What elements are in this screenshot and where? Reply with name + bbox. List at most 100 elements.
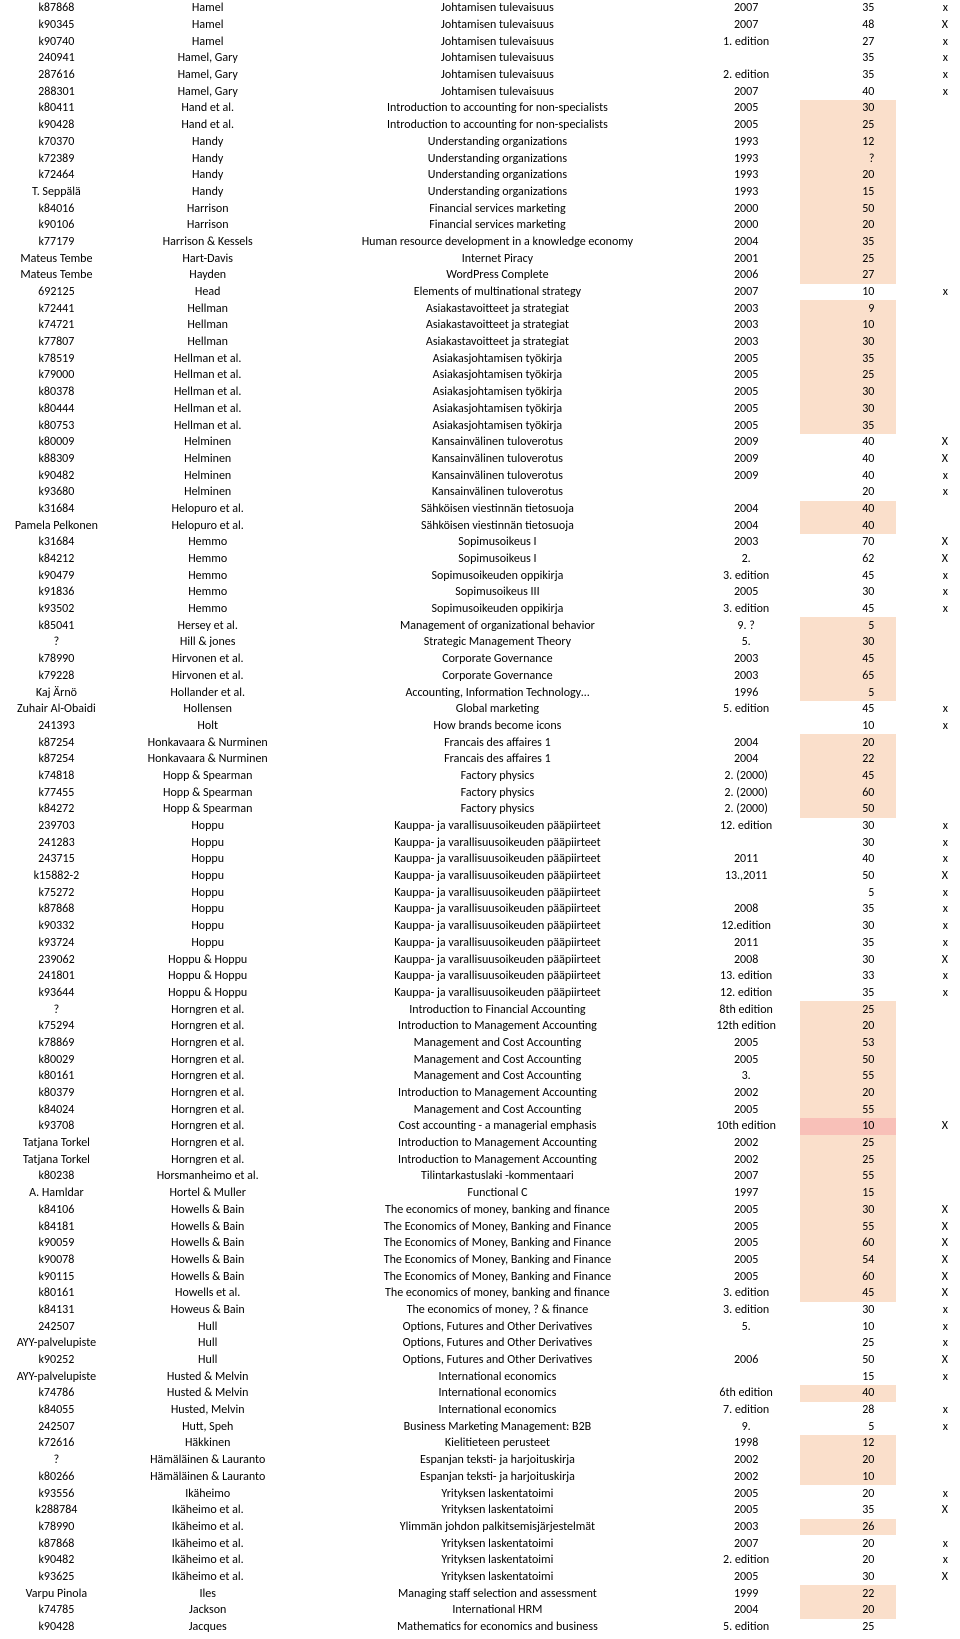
cell-author: Horngren et al.: [113, 1051, 303, 1068]
cell-mark: X: [896, 1218, 960, 1235]
cell-price: 26: [800, 1519, 896, 1536]
cell-edition: 1993: [692, 134, 800, 151]
cell-price: 20: [800, 1018, 896, 1035]
table-row: k31684HemmoSopimusoikeus I200370X: [0, 534, 960, 551]
table-row: k90252HullOptions, Futures and Other Der…: [0, 1352, 960, 1369]
cell-price: 9: [800, 300, 896, 317]
table-row: k90332HoppuKauppa- ja varallisuusoikeude…: [0, 918, 960, 935]
cell-id: k80161: [0, 1068, 113, 1085]
cell-price: 25: [800, 1619, 896, 1636]
cell-id: 243715: [0, 851, 113, 868]
cell-author: Hellman et al.: [113, 367, 303, 384]
cell-id: k87868: [0, 901, 113, 918]
cell-author: Helminen: [113, 451, 303, 468]
cell-price: 65: [800, 668, 896, 685]
cell-title: Francais des affaires 1: [303, 751, 693, 768]
cell-id: k91836: [0, 584, 113, 601]
cell-mark: [896, 651, 960, 668]
cell-mark: X: [896, 1235, 960, 1252]
cell-price: 35: [800, 350, 896, 367]
cell-title: Factory physics: [303, 768, 693, 785]
cell-author: Hemmo: [113, 534, 303, 551]
cell-id: k15882-2: [0, 868, 113, 885]
table-row: k80161Howells et al.The economics of mon…: [0, 1285, 960, 1302]
cell-price: 15: [800, 1185, 896, 1202]
cell-price: 20: [800, 217, 896, 234]
cell-mark: X: [896, 1252, 960, 1269]
cell-title: Managing staff selection and assessment: [303, 1585, 693, 1602]
cell-edition: 2005: [692, 401, 800, 418]
cell-author: Helminen: [113, 434, 303, 451]
cell-id: k77179: [0, 234, 113, 251]
cell-price: 30: [800, 951, 896, 968]
table-row: k84131Howeus & BainThe economics of mone…: [0, 1302, 960, 1319]
cell-mark: x: [896, 1302, 960, 1319]
cell-edition: 2003: [692, 651, 800, 668]
cell-price: 12: [800, 134, 896, 151]
cell-id: 692125: [0, 284, 113, 301]
table-row: k78990Hirvonen et al.Corporate Governanc…: [0, 651, 960, 668]
cell-title: Johtamisen tulevaisuus: [303, 33, 693, 50]
cell-edition: 2.: [692, 551, 800, 568]
table-row: 241801Hoppu & HoppuKauppa- ja varallisuu…: [0, 968, 960, 985]
cell-title: Introduction to Management Accounting: [303, 1018, 693, 1035]
cell-author: Ikäheimo et al.: [113, 1502, 303, 1519]
cell-title: Human resource development in a knowledg…: [303, 234, 693, 251]
cell-edition: 2002: [692, 1151, 800, 1168]
cell-title: International economics: [303, 1402, 693, 1419]
cell-id: k90345: [0, 17, 113, 34]
cell-id: Tatjana Torkel: [0, 1151, 113, 1168]
cell-edition: 2011: [692, 935, 800, 952]
cell-title: Asiakasjohtamisen työkirja: [303, 350, 693, 367]
cell-author: Horngren et al.: [113, 1035, 303, 1052]
cell-author: Hämäläinen & Lauranto: [113, 1452, 303, 1469]
cell-author: Husted & Melvin: [113, 1385, 303, 1402]
cell-id: k84272: [0, 801, 113, 818]
cell-id: k80238: [0, 1168, 113, 1185]
cell-mark: [896, 634, 960, 651]
cell-title: Kielitieteen perusteet: [303, 1435, 693, 1452]
cell-author: Hellman: [113, 317, 303, 334]
cell-mark: x: [896, 601, 960, 618]
cell-title: Management and Cost Accounting: [303, 1101, 693, 1118]
cell-edition: 1993: [692, 150, 800, 167]
cell-mark: [896, 384, 960, 401]
table-row: k74721HellmanAsiakastavoitteet ja strate…: [0, 317, 960, 334]
cell-edition: 2005: [692, 1252, 800, 1269]
table-row: k93625Ikäheimo et al.Yrityksen laskentat…: [0, 1569, 960, 1586]
cell-author: Horngren et al.: [113, 1085, 303, 1102]
cell-mark: X: [896, 1502, 960, 1519]
cell-price: 20: [800, 1085, 896, 1102]
cell-id: k90078: [0, 1252, 113, 1269]
cell-author: Hull: [113, 1335, 303, 1352]
cell-price: 20: [800, 1452, 896, 1469]
cell-mark: x: [896, 567, 960, 584]
cell-price: 10: [800, 1469, 896, 1486]
cell-price: 25: [800, 1335, 896, 1352]
cell-price: 30: [800, 584, 896, 601]
cell-mark: [896, 200, 960, 217]
cell-mark: [896, 317, 960, 334]
cell-title: Sähköisen viestinnän tietosuoja: [303, 501, 693, 518]
table-row: Pamela PelkonenHelopuro et al.Sähköisen …: [0, 517, 960, 534]
table-row: k93680HelminenKansainvälinen tuloverotus…: [0, 484, 960, 501]
cell-price: 15: [800, 1368, 896, 1385]
cell-author: Handy: [113, 150, 303, 167]
table-row: 242507HullOptions, Futures and Other Der…: [0, 1318, 960, 1335]
cell-id: k74818: [0, 768, 113, 785]
table-row: k77455Hopp & SpearmanFactory physics2. (…: [0, 784, 960, 801]
cell-id: k72441: [0, 300, 113, 317]
cell-title: Kauppa- ja varallisuusoikeuden pääpiirte…: [303, 918, 693, 935]
cell-price: 25: [800, 117, 896, 134]
book-catalogue-table: k87868HamelJohtamisen tulevaisuus200735x…: [0, 0, 960, 1635]
cell-mark: x: [896, 50, 960, 67]
cell-id: k90740: [0, 33, 113, 50]
cell-id: k77807: [0, 334, 113, 351]
cell-id: k93556: [0, 1485, 113, 1502]
cell-mark: [896, 1018, 960, 1035]
cell-mark: x: [896, 467, 960, 484]
cell-mark: x: [896, 1318, 960, 1335]
table-row: k90482Ikäheimo et al.Yrityksen laskentat…: [0, 1552, 960, 1569]
cell-price: 55: [800, 1168, 896, 1185]
cell-title: Corporate Governance: [303, 651, 693, 668]
